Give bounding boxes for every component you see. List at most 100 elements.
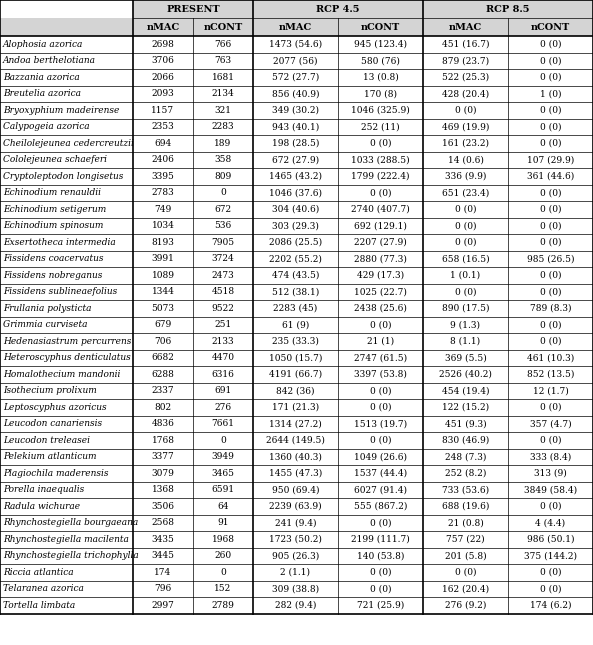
Text: 679: 679 [154, 321, 171, 329]
Text: 809: 809 [215, 172, 232, 181]
Text: 3395: 3395 [152, 172, 174, 181]
Text: 1473 (54.6): 1473 (54.6) [269, 40, 322, 49]
Text: 3991: 3991 [152, 254, 174, 263]
Text: 13 (0.8): 13 (0.8) [363, 73, 398, 82]
Text: 694: 694 [154, 139, 171, 148]
Text: 0 (0): 0 (0) [540, 568, 561, 577]
Text: 21 (1): 21 (1) [367, 337, 394, 346]
Text: 7905: 7905 [212, 238, 235, 247]
Text: Breutelia azorica: Breutelia azorica [3, 89, 81, 98]
Text: 336 (9.9): 336 (9.9) [445, 172, 486, 181]
Bar [133, 0, 193, 18]
Text: 0 (0): 0 (0) [540, 40, 561, 49]
Text: 0 (0): 0 (0) [370, 321, 391, 329]
Text: 1089: 1089 [151, 271, 174, 280]
Text: 757 (22): 757 (22) [446, 535, 485, 544]
Text: 241 (9.4): 241 (9.4) [275, 518, 316, 527]
Text: 0 (0): 0 (0) [540, 584, 561, 593]
Text: 0 (0): 0 (0) [455, 221, 476, 230]
Text: 0 (0): 0 (0) [540, 56, 561, 65]
Text: 658 (16.5): 658 (16.5) [442, 254, 489, 263]
Text: 856 (40.9): 856 (40.9) [272, 89, 319, 98]
Text: 1455 (47.3): 1455 (47.3) [269, 469, 322, 478]
Text: 1046 (325.9): 1046 (325.9) [351, 106, 410, 115]
Text: Echinodium renauldii: Echinodium renauldii [3, 188, 101, 197]
Text: 0 (0): 0 (0) [540, 139, 561, 148]
Text: Bazzania azorica: Bazzania azorica [3, 73, 79, 82]
Text: Rhynchostegiella macilenta: Rhynchostegiella macilenta [3, 535, 129, 544]
Text: 0 (0): 0 (0) [540, 73, 561, 82]
Text: Heteroscyphus denticulatus: Heteroscyphus denticulatus [3, 353, 130, 362]
Text: 2783: 2783 [152, 188, 174, 197]
Text: 802: 802 [154, 402, 171, 412]
Text: Fissidens sublineaefolius: Fissidens sublineaefolius [3, 287, 117, 296]
Text: 6027 (91.4): 6027 (91.4) [354, 485, 407, 494]
Text: 3465: 3465 [212, 469, 234, 478]
Text: 1046 (37.6): 1046 (37.6) [269, 188, 322, 197]
Text: 198 (28.5): 198 (28.5) [272, 139, 319, 148]
Text: 692 (129.1): 692 (129.1) [354, 221, 407, 230]
Text: Bryoxyphium madeirense: Bryoxyphium madeirense [3, 106, 119, 115]
Text: 2698: 2698 [152, 40, 174, 49]
Text: 375 (144.2): 375 (144.2) [524, 551, 577, 561]
Text: 1314 (27.2): 1314 (27.2) [269, 419, 322, 428]
Text: 454 (19.4): 454 (19.4) [442, 386, 489, 395]
Bar [193, 18, 253, 36]
Text: 3079: 3079 [152, 469, 174, 478]
Text: Frullania polysticta: Frullania polysticta [3, 304, 91, 313]
Text: 428 (20.4): 428 (20.4) [442, 89, 489, 98]
Text: 2093: 2093 [152, 89, 174, 98]
Text: 161 (23.2): 161 (23.2) [442, 139, 489, 148]
Text: 8193: 8193 [152, 238, 174, 247]
Text: 429 (17.3): 429 (17.3) [357, 271, 404, 280]
Text: 6288: 6288 [152, 370, 174, 379]
Text: Rhynchostegiella bourgaeana: Rhynchostegiella bourgaeana [3, 518, 138, 527]
Text: 201 (5.8): 201 (5.8) [445, 551, 486, 561]
Text: 691: 691 [215, 386, 232, 395]
Text: 171 (21.3): 171 (21.3) [272, 402, 319, 412]
Text: 0 (0): 0 (0) [540, 436, 561, 445]
Text: 313 (9): 313 (9) [534, 469, 567, 478]
Text: Exsertotheca intermedia: Exsertotheca intermedia [3, 238, 116, 247]
Text: 0 (0): 0 (0) [370, 402, 391, 412]
Text: 303 (29.3): 303 (29.3) [272, 221, 319, 230]
Text: 749: 749 [154, 204, 171, 213]
Text: 3506: 3506 [151, 502, 174, 511]
Bar [508, 18, 593, 36]
Text: 451 (16.7): 451 (16.7) [442, 40, 489, 49]
Text: 0 (0): 0 (0) [455, 238, 476, 247]
Text: 9522: 9522 [212, 304, 234, 313]
Text: 950 (69.4): 950 (69.4) [272, 485, 319, 494]
Text: 7661: 7661 [212, 419, 234, 428]
Text: 8 (1.1): 8 (1.1) [451, 337, 480, 346]
Text: 842 (36): 842 (36) [276, 386, 315, 395]
Text: 1723 (50.2): 1723 (50.2) [269, 535, 322, 544]
Text: 451 (9.3): 451 (9.3) [445, 419, 486, 428]
Text: 536: 536 [215, 221, 232, 230]
Text: 1768: 1768 [151, 436, 174, 445]
Text: 309 (38.8): 309 (38.8) [272, 584, 319, 593]
Text: 879 (23.7): 879 (23.7) [442, 56, 489, 65]
Text: 174: 174 [154, 568, 171, 577]
Text: nMAC: nMAC [449, 23, 482, 32]
Text: 321: 321 [215, 106, 231, 115]
Text: 0 (0): 0 (0) [370, 188, 391, 197]
Text: 672: 672 [215, 204, 231, 213]
Text: Plagiochila maderensis: Plagiochila maderensis [3, 469, 109, 478]
Text: Calypogeia azorica: Calypogeia azorica [3, 123, 90, 131]
Text: 0 (0): 0 (0) [540, 188, 561, 197]
Text: 0 (0): 0 (0) [540, 123, 561, 131]
Text: 0 (0): 0 (0) [370, 386, 391, 395]
Text: 0 (0): 0 (0) [370, 139, 391, 148]
Text: 4836: 4836 [152, 419, 174, 428]
Text: 251: 251 [215, 321, 232, 329]
Text: 2134: 2134 [212, 89, 234, 98]
Bar [423, 0, 508, 18]
Text: PRESENT: PRESENT [166, 5, 220, 14]
Text: 733 (53.6): 733 (53.6) [442, 485, 489, 494]
Text: 986 (50.1): 986 (50.1) [527, 535, 574, 544]
Text: 64: 64 [217, 502, 229, 511]
Text: Isothecium prolixum: Isothecium prolixum [3, 386, 97, 395]
Text: Pelekium atlanticum: Pelekium atlanticum [3, 452, 97, 461]
Text: 252 (8.2): 252 (8.2) [445, 469, 486, 478]
